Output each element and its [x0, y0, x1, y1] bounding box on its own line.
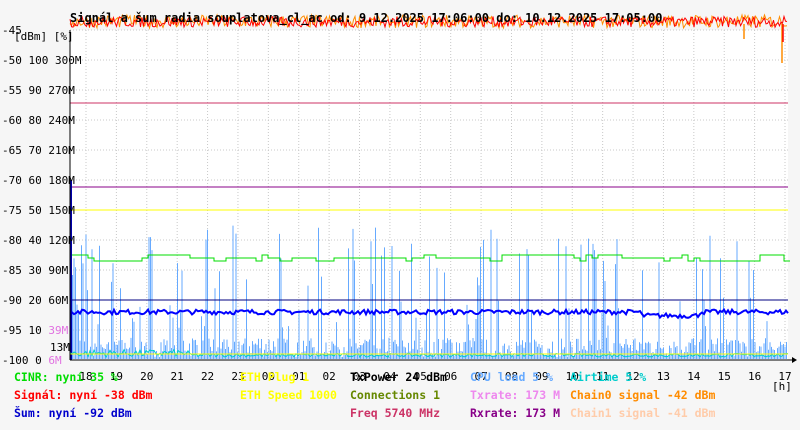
- y-tick-label: -65 70 210M: [2, 144, 75, 157]
- x-tick-label: 08: [505, 370, 518, 383]
- legend-item-txpower: TxPower 24 dBm: [350, 370, 447, 384]
- y-tick-label: -80 40 120M: [2, 234, 75, 247]
- legend-item-cpu: CPU load 5 %: [470, 370, 554, 384]
- legend-item-cinr: CINR: nyní 35 %: [14, 370, 118, 384]
- legend-item-txrate: Txrate: 173 M: [470, 388, 561, 402]
- x-tick-label: 02: [323, 370, 336, 383]
- x-tick-label: 00: [262, 370, 275, 383]
- series-noise: [69, 307, 789, 320]
- grid: [70, 29, 788, 361]
- legend-item-ethplug: ETH Plug 1: [240, 370, 310, 384]
- x-tick-label: 23: [231, 370, 244, 383]
- x-tick-label: 07: [474, 370, 487, 383]
- y-tick-label: -85 30 90M: [2, 264, 69, 277]
- series-signal: [69, 14, 788, 29]
- chart-title: Signál a šum radia souplatova_cl_ac od: …: [70, 11, 663, 25]
- x-tick-label: 09: [535, 370, 548, 383]
- legend-item-chain0: Chain0 signal -42 dBm: [570, 388, 716, 402]
- y-tick-label: -70 60 180M: [2, 174, 75, 187]
- series-cinr: [70, 254, 790, 262]
- x-tick-label: 20: [140, 370, 153, 383]
- legend-item-signal: Signál: nyní -38 dBm: [14, 388, 153, 402]
- x-tick-label: 15: [718, 370, 731, 383]
- y-tick-label: -75 50 150M: [2, 204, 75, 217]
- x-tick-label: 21: [171, 370, 184, 383]
- legend-item-chain1: Chain1 signal -41 dBm: [570, 406, 716, 420]
- x-tick-label: 04: [383, 370, 397, 383]
- y-tick-label: -55 90 270M: [2, 84, 75, 97]
- x-tick-label: 14: [687, 370, 701, 383]
- legend-item-airtime: Airtime 5 %: [570, 370, 647, 384]
- series-layer: [69, 12, 790, 360]
- x-tick-label: 19: [110, 370, 123, 383]
- x-tick-label: 12: [626, 370, 639, 383]
- x-tick-label: 10: [566, 370, 579, 383]
- x-tick-label: 03: [353, 370, 366, 383]
- y-tick-label: -45: [2, 24, 22, 37]
- x-tick-label: 16: [748, 370, 761, 383]
- y-tick-label: -100 0 6M: [2, 354, 62, 367]
- y-axis-units: [dBm] [%]: [14, 30, 74, 43]
- x-axis-unit: [h]: [772, 380, 792, 393]
- legend-item-rxrate: Rxrate: 173 M: [470, 406, 561, 420]
- x-tick-label: 18: [79, 370, 92, 383]
- x-tick-label: 17: [778, 370, 791, 383]
- x-tick-label: 05: [414, 370, 427, 383]
- y-tick-label: -90 20 60M: [2, 294, 69, 307]
- y-tick-label: -60 80 240M: [2, 114, 75, 127]
- legend-item-ethspeed: ETH Speed 1000: [240, 388, 337, 402]
- legend-item-freq: Freq 5740 MHz: [350, 406, 441, 420]
- x-tick-label: 11: [596, 370, 609, 383]
- rate-extra-label: 13M: [50, 341, 70, 354]
- legend-item-conn: Connections 1: [350, 388, 441, 402]
- x-tick-label: 22: [201, 370, 214, 383]
- x-tick-label: 13: [657, 370, 670, 383]
- y-tick-label: -50 100 300M: [2, 54, 82, 67]
- x-axis-arrow: [792, 357, 797, 363]
- x-tick-label: 06: [444, 370, 457, 383]
- x-tick-label: 01: [292, 370, 305, 383]
- axis-layer: -45 -50 100 300M -55 90 270M -60 80 240M -6…: [2, 24, 797, 393]
- y-tick-label: -95 10 39M: [2, 324, 69, 337]
- legend-item-noise: Šum: nyní -92 dBm: [14, 406, 132, 420]
- series-airtime: [69, 348, 789, 359]
